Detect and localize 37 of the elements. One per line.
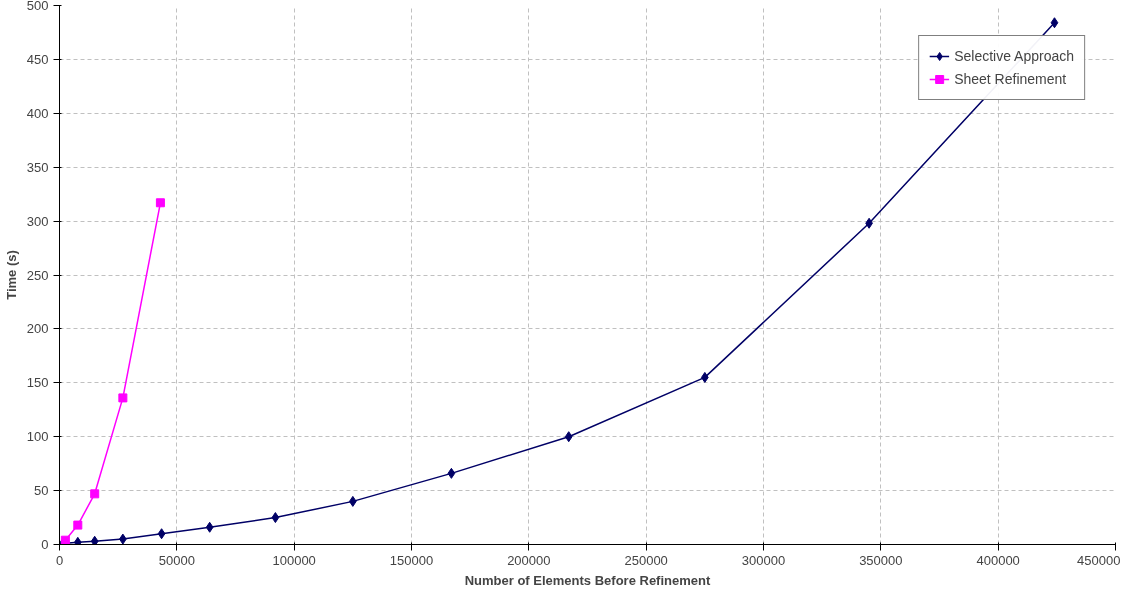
x-tick-label: 250000 [624, 552, 668, 568]
point [90, 535, 99, 545]
y-tick-label: 250 [26, 267, 49, 283]
x-tick-label: 0 [55, 552, 64, 568]
y-tick-label: 50 [34, 483, 49, 499]
legend-label: Sheet Refinement [954, 71, 1067, 87]
x-tick-label: 50000 [158, 552, 195, 568]
y-tick-label: 0 [41, 537, 49, 552]
point [564, 431, 573, 443]
point [73, 536, 82, 545]
x-tick-label: 100000 [272, 552, 316, 568]
legend-label: Selective Approach [954, 48, 1074, 64]
point [73, 520, 83, 530]
point [271, 512, 280, 524]
x-tick-label: 200000 [507, 552, 551, 568]
y-tick-label: 100 [26, 429, 49, 445]
point [447, 467, 456, 479]
y-tick-label: 200 [26, 321, 49, 337]
point [1050, 17, 1059, 29]
point [118, 393, 128, 403]
y-tick-label: 450 [26, 51, 49, 67]
y-tick-label: 500 [26, 0, 49, 13]
x-tick-label: 300000 [741, 552, 786, 568]
point [157, 528, 166, 540]
y-axis-title: Time (s) [3, 250, 19, 300]
y-tick-label: 350 [26, 159, 49, 175]
x-tick-label: 350000 [859, 552, 903, 568]
y-tick-label: 400 [26, 105, 49, 121]
point [155, 198, 165, 208]
y-tick-label: 300 [26, 213, 49, 229]
point [90, 489, 100, 499]
y-tick-label: 150 [26, 375, 49, 391]
x-tick-label: 450000 [1077, 552, 1121, 568]
point [205, 521, 214, 533]
x-tick-label: 150000 [389, 552, 434, 568]
x-tick-label: 400000 [976, 552, 1020, 568]
x-axis-title: Number of Elements Before Refinement [464, 572, 711, 588]
